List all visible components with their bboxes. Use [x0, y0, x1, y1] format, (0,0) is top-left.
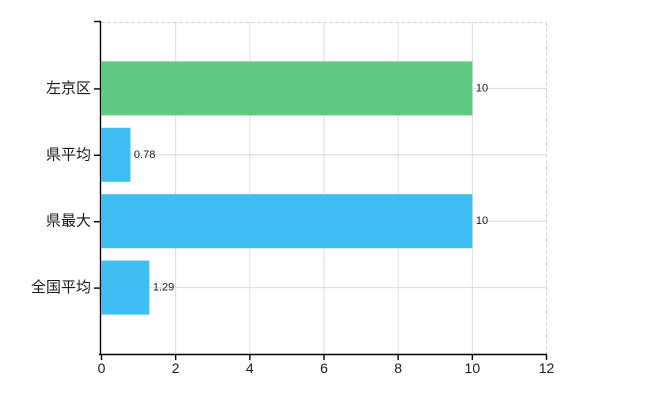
x-tick-label: 6 [320, 360, 328, 376]
category-label: 県平均 [46, 146, 91, 163]
category-label: 全国平均 [31, 278, 91, 296]
x-tick-label: 4 [246, 360, 254, 376]
x-tick-label: 10 [465, 360, 481, 376]
bar [101, 127, 131, 182]
x-tick-label: 12 [539, 360, 555, 376]
category-label: 左京区 [46, 80, 91, 97]
x-tick-label: 2 [172, 360, 180, 376]
value-label: 10 [476, 215, 488, 227]
x-tick-label: 0 [98, 360, 106, 376]
value-label: 10 [476, 82, 488, 94]
value-label: 1.29 [153, 282, 174, 294]
bar [101, 61, 473, 116]
x-tick-label: 8 [394, 360, 402, 376]
value-label: 0.78 [134, 149, 155, 161]
category-label: 県最大 [46, 213, 91, 230]
bar [101, 260, 150, 315]
bar [101, 194, 473, 249]
